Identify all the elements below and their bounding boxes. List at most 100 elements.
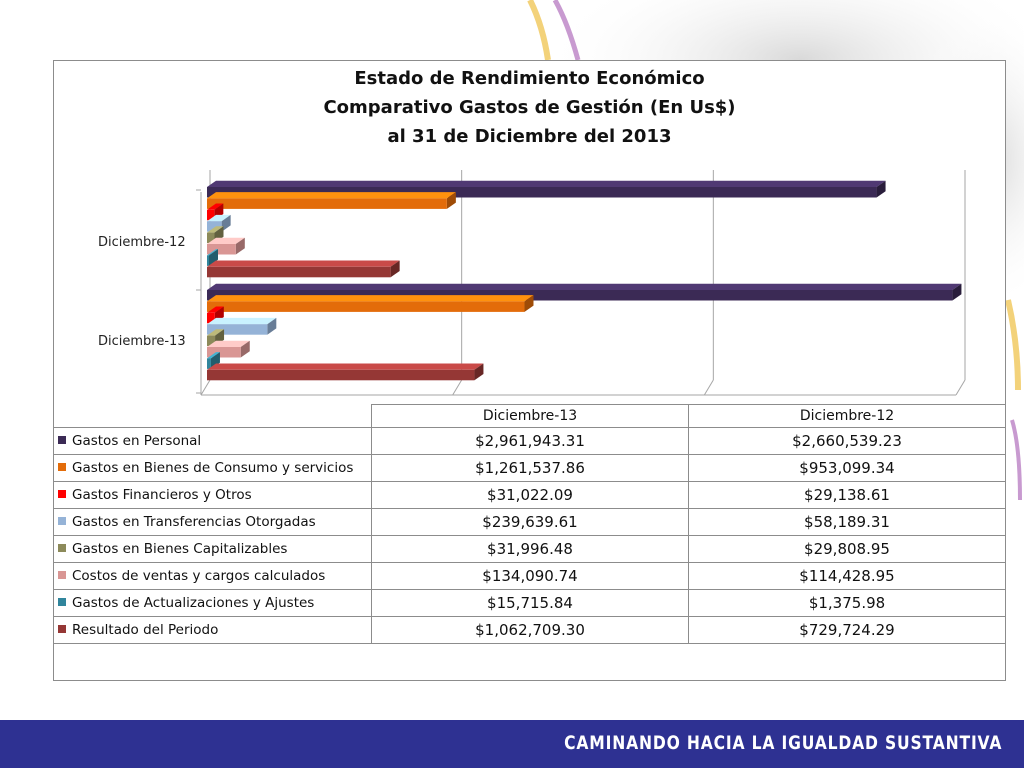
bar-top-face	[207, 203, 224, 210]
data-table-row: Gastos en Bienes de Consumo y servicios $…	[53, 454, 1006, 482]
bar-chart-plot: Diciembre-12 Diciembre-13	[98, 170, 966, 396]
bar-front-face	[207, 244, 236, 255]
bar	[207, 180, 886, 198]
bar-top-face	[207, 306, 224, 313]
bar-top-face	[207, 317, 277, 325]
legend-swatch	[58, 490, 66, 498]
bar-side-face	[446, 192, 456, 209]
data-table-header-row: Diciembre-13 Diciembre-12	[53, 404, 1006, 428]
series-label-cell: Gastos en Transferencias Otorgadas	[53, 508, 372, 536]
bar	[207, 352, 220, 369]
bar-side-face	[267, 317, 277, 335]
data-table-row: Costos de ventas y cargos calculados $134…	[53, 562, 1006, 590]
bar-front-face	[207, 347, 241, 358]
bar-side-face	[240, 340, 250, 358]
legend-swatch	[58, 517, 66, 525]
data-value-cell: $31,996.48	[371, 535, 689, 563]
bar-front-face	[207, 358, 211, 369]
legend-swatch	[58, 463, 66, 471]
bar-side-face	[952, 283, 962, 301]
data-value-cell: $134,090.74	[371, 562, 689, 590]
bar	[207, 283, 962, 301]
data-value-cell: $729,724.29	[688, 616, 1006, 644]
series-label-cell: Gastos de Actualizaciones y Ajustes	[53, 589, 372, 617]
bar-top-face	[207, 260, 400, 267]
series-name: Gastos de Actualizaciones y Ajustes	[72, 595, 315, 611]
bar-front-face	[207, 187, 877, 198]
category-label: Diciembre-12	[98, 235, 186, 250]
data-value-cell: $15,715.84	[371, 589, 689, 617]
series-name: Gastos en Transferencias Otorgadas	[72, 514, 316, 530]
series-name: Costos de ventas y cargos calculados	[72, 568, 326, 584]
bar-side-face	[474, 363, 484, 381]
series-name: Gastos en Personal	[72, 433, 202, 449]
series-name: Resultado del Periodo	[72, 622, 219, 638]
bar-front-face	[207, 255, 209, 266]
legend-swatch	[58, 625, 66, 633]
series-label-cell: Gastos en Bienes Capitalizables	[53, 535, 372, 563]
column-header-diciembre-12: Diciembre-12	[688, 404, 1006, 428]
bar	[207, 260, 400, 278]
bar-side-face	[209, 249, 218, 266]
series-name: Gastos en Bienes Capitalizables	[72, 541, 288, 557]
bar-top-face	[207, 363, 484, 370]
data-table-empty-row	[54, 644, 1006, 683]
bar-front-face	[207, 232, 215, 244]
data-value-cell: $2,660,539.23	[688, 427, 1006, 455]
bar-top-face	[207, 295, 534, 302]
bar-top-face	[207, 283, 962, 290]
bar	[207, 317, 277, 335]
bar-front-face	[207, 198, 447, 209]
bar-top-face	[207, 180, 886, 187]
category-label: Diciembre-13	[98, 334, 186, 349]
gridline-floor	[703, 379, 714, 396]
series-name: Gastos en Bienes de Consumo y servicios	[72, 460, 354, 476]
bar	[207, 295, 534, 312]
data-value-cell: $114,428.95	[688, 562, 1006, 590]
data-value-cell: $239,639.61	[371, 508, 689, 536]
legend-swatch	[58, 544, 66, 552]
data-value-cell: $29,808.95	[688, 535, 1006, 563]
bar-top-face	[207, 192, 456, 199]
bar-top-face	[207, 249, 218, 256]
data-table-row: Gastos Financieros y Otros $31,022.09 $29,…	[53, 481, 1006, 509]
data-table-row: Gastos en Transferencias Otorgadas $239,6…	[53, 508, 1006, 536]
bar	[207, 249, 218, 266]
bar-top-face	[207, 352, 220, 359]
series-label-cell: Gastos en Personal	[53, 427, 372, 455]
bar-side-face	[524, 295, 534, 312]
bar-side-face	[210, 352, 220, 369]
data-value-cell: $1,375.98	[688, 589, 1006, 617]
data-table-row: Gastos en Bienes Capitalizables $31,996.4…	[53, 535, 1006, 563]
legend-swatch	[58, 598, 66, 606]
bar-top-face	[207, 237, 245, 244]
bar-top-face	[207, 340, 250, 347]
chart-title-line-2: Comparativo Gastos de Gestión (En Us$)	[323, 97, 736, 118]
chart-title-line-1: Estado de Rendimiento Económico	[354, 68, 705, 89]
bar-side-face	[876, 180, 886, 198]
gridline-floor	[452, 379, 463, 396]
bar-front-face	[207, 312, 215, 324]
decorative-swoosh	[1010, 419, 1022, 501]
bar-top-face	[207, 214, 231, 222]
series-label-cell: Gastos Financieros y Otros	[53, 481, 372, 509]
data-table-corner	[53, 404, 372, 428]
bar	[207, 214, 231, 232]
bar	[207, 340, 250, 358]
decorative-swoosh	[552, 0, 581, 61]
bar-front-face	[207, 266, 391, 278]
bar-front-face	[207, 290, 953, 301]
series-label-cell: Resultado del Periodo	[53, 616, 372, 644]
data-table-row: Gastos de Actualizaciones y Ajustes $15,7…	[53, 589, 1006, 617]
data-value-cell: $58,189.31	[688, 508, 1006, 536]
gridline-floor	[200, 379, 211, 396]
chart-title: Estado de Rendimiento Económico Comparat…	[53, 64, 1006, 151]
gridline-floor	[955, 379, 966, 396]
bar-side-face	[390, 260, 400, 278]
decorative-swoosh	[527, 0, 551, 61]
data-value-cell: $31,022.09	[371, 481, 689, 509]
bar-front-face	[207, 209, 215, 221]
series-label-cell: Gastos en Bienes de Consumo y servicios	[53, 454, 372, 482]
bar-front-face	[207, 221, 222, 232]
bar-side-face	[221, 214, 231, 232]
